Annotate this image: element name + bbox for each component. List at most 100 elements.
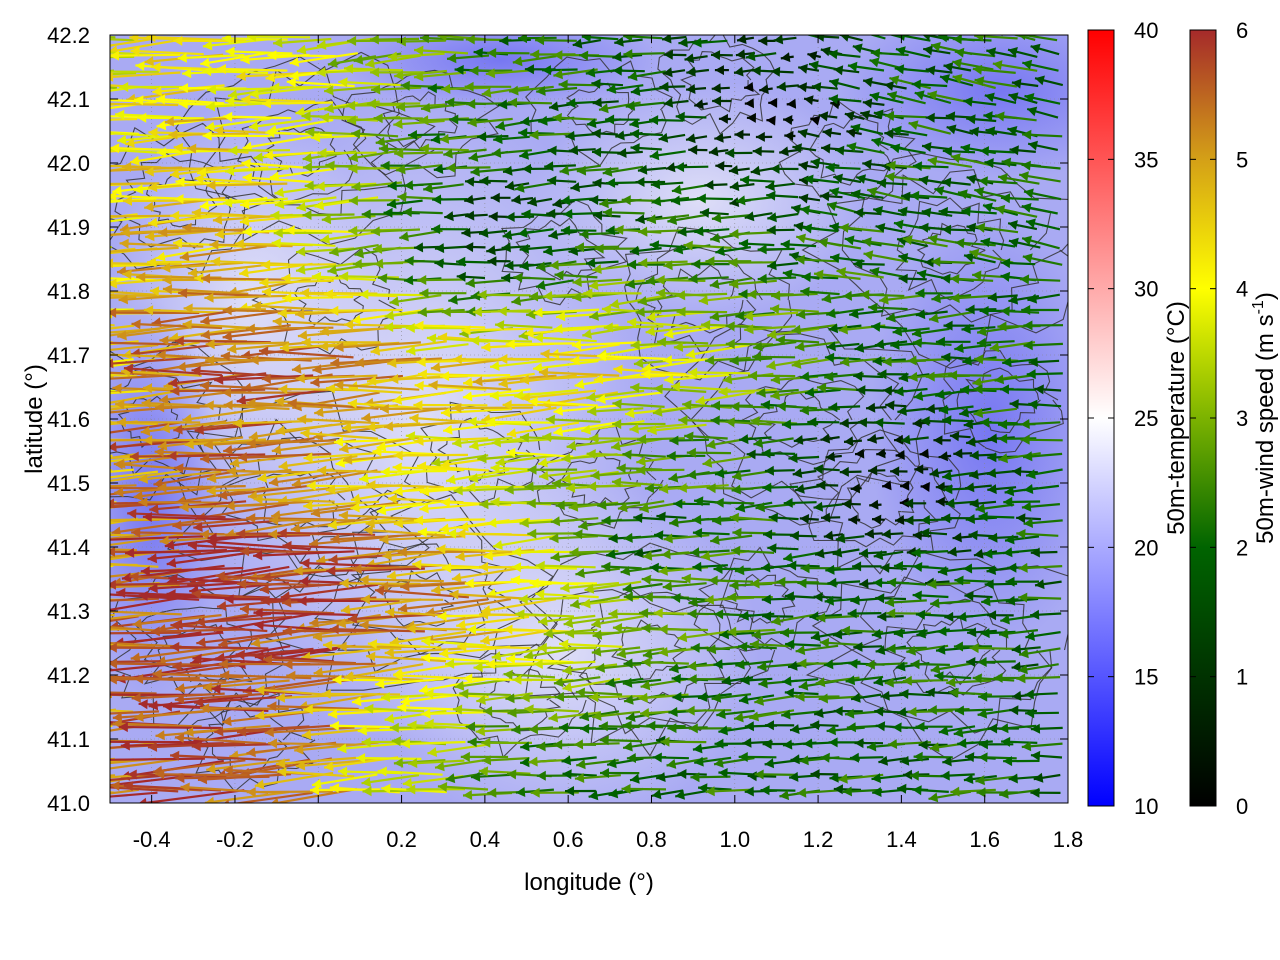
wind-vector [167, 453, 266, 458]
wind-vector-head [862, 237, 872, 247]
wind-vector-head [585, 67, 596, 78]
wind-vector-head [695, 395, 706, 406]
wind-vector-head [873, 205, 883, 216]
wind-vector-head [915, 288, 925, 299]
wind-vector [477, 454, 533, 461]
wind-vector-head [662, 35, 672, 44]
wind-vector-head [423, 183, 433, 194]
wind-vector-head [319, 326, 329, 337]
wind-vector [110, 53, 117, 57]
wind-vector-head [966, 436, 976, 447]
wind-vector-head [663, 97, 674, 108]
wind-vector-head [609, 299, 620, 309]
wind-vector-head [980, 237, 991, 248]
wind-vector-head [372, 243, 383, 254]
wind-vector-head [134, 95, 144, 106]
contour-line [546, 589, 754, 735]
wind-vector-head [329, 305, 339, 316]
wind-vector-head [711, 83, 721, 94]
wind-vector-head [629, 118, 640, 129]
wind-vector-head [379, 403, 389, 414]
x-tick-label: 0.8 [636, 827, 667, 852]
wind-vector-head [739, 434, 749, 445]
wind-vector-head [563, 209, 573, 219]
wind-vector-head [919, 448, 929, 459]
wind-vector-head [766, 225, 776, 236]
wind-vector-head [895, 46, 906, 56]
wind-vector-head [59, 252, 69, 262]
wind-vector [226, 469, 313, 474]
wind-vector-head [464, 194, 474, 205]
wind-vector-head [535, 280, 546, 291]
wind-vector-head [323, 289, 334, 300]
colorbar-tick-label: 5 [1236, 147, 1248, 172]
wind-vector-head [110, 191, 117, 202]
wind-vector-head [29, 675, 38, 685]
wind-vector-head [860, 289, 870, 300]
wind-vector [343, 67, 404, 72]
wind-vector-head [486, 245, 496, 256]
wind-vector [545, 418, 601, 423]
wind-vector-head [625, 100, 636, 111]
wind-vector-head [110, 278, 118, 289]
wind-vector-head [791, 204, 801, 214]
wind-vector-head [969, 126, 979, 137]
wind-vector [110, 71, 181, 79]
wind-vector [217, 484, 311, 498]
wind-vector-head [870, 48, 881, 59]
wind-vector-head [798, 161, 809, 171]
wind-vector-head [912, 418, 922, 429]
wind-vector-head [374, 258, 384, 269]
wind-vector [365, 54, 421, 66]
wind-vector-head [592, 178, 602, 189]
colorbar-tick-label: 20 [1134, 535, 1158, 560]
wind-vector-head [854, 342, 865, 353]
wind-vector-head [502, 230, 513, 240]
contour-line [841, 169, 1063, 323]
wind-vector [805, 35, 821, 39]
wind-vector-head [933, 435, 943, 446]
wind-vector-head [553, 406, 563, 416]
wind-vector-head [414, 242, 424, 253]
wind-vector-head [750, 416, 760, 427]
wind-vector-head [973, 384, 983, 395]
wind-vector-head [169, 169, 180, 179]
wind-vector [110, 484, 137, 488]
wind-vector-head [942, 146, 953, 157]
wind-vector-head [586, 258, 596, 268]
wind-vector [314, 196, 379, 208]
wind-vector-head [764, 465, 774, 476]
wind-vector-head [120, 227, 130, 238]
wind-vector-head [1012, 466, 1022, 477]
wind-vector-head [434, 258, 444, 269]
wind-vector-head [305, 127, 315, 138]
wind-vector-head [97, 331, 107, 341]
wind-vector-head [908, 120, 919, 130]
wind-vector-head [729, 278, 739, 289]
wind-vector-head [466, 306, 476, 317]
wind-vector-head [807, 51, 818, 61]
wind-vector-head [987, 452, 997, 463]
wind-vector-head [227, 89, 238, 100]
wind-vector-head [117, 330, 127, 341]
wind-vector-head [579, 229, 589, 240]
wind-vector-head [884, 128, 894, 139]
wind-vector-head [1023, 320, 1033, 331]
wind-vector-head [748, 370, 758, 381]
wind-vector-head [625, 279, 636, 289]
wind-vector [334, 341, 421, 349]
wind-vector-head [453, 485, 463, 496]
wind-vector [587, 407, 644, 413]
wind-vector-head [601, 304, 612, 315]
wind-vector-head [747, 289, 757, 300]
wind-vector-head [222, 305, 232, 316]
wind-vector-head [561, 453, 571, 464]
wind-vector-head [259, 346, 269, 357]
wind-vector-head [792, 468, 803, 478]
wind-vector-head [538, 367, 549, 378]
wind-vector-head [925, 403, 936, 414]
wind-vector-head [828, 323, 839, 334]
wind-vector-head [202, 130, 212, 141]
wind-vector [571, 341, 642, 347]
wind-vector-head [29, 649, 38, 659]
